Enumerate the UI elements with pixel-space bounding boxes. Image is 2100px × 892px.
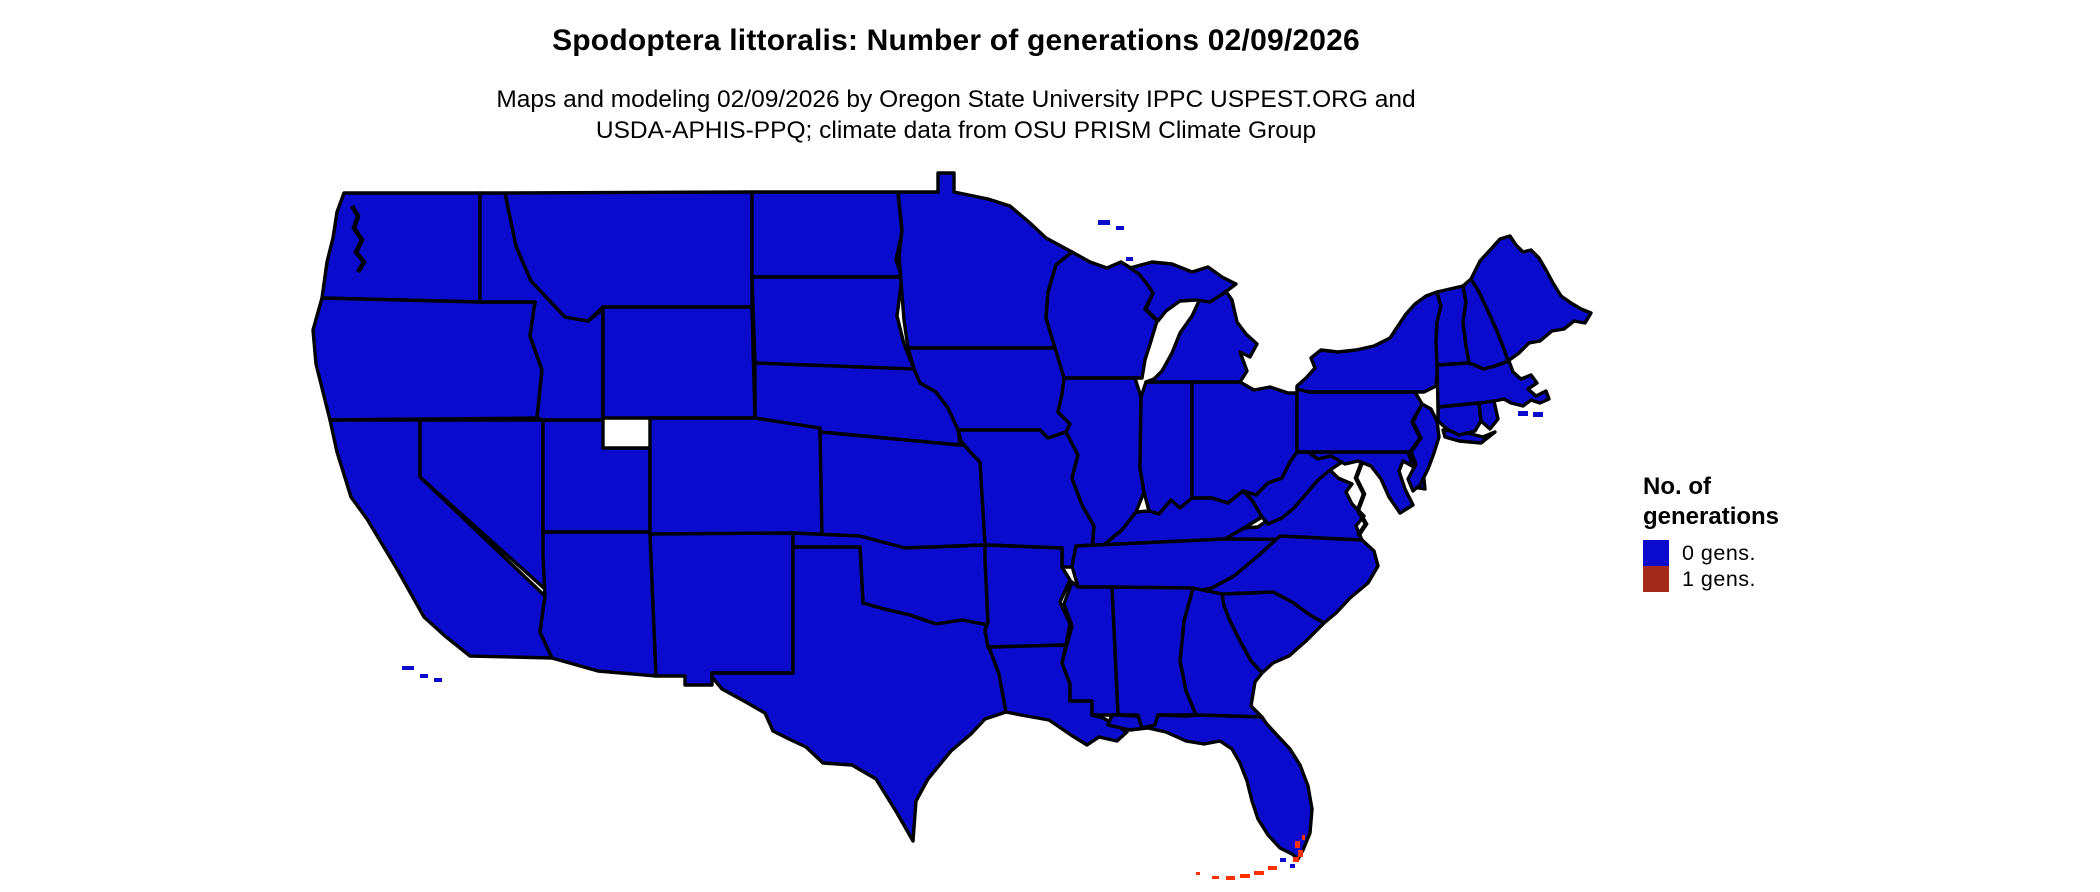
state-oregon <box>311 296 544 422</box>
legend-title-line-1: No. of <box>1643 473 1711 500</box>
legend-items: 0 gens. 1 gens. <box>1643 540 1903 592</box>
legend-title-line-2: generations <box>1643 503 1780 530</box>
state-michigan-lower <box>1144 284 1259 384</box>
state-mississippi <box>1060 580 1120 717</box>
island-speck-6 <box>1533 412 1543 417</box>
state-maine <box>1469 234 1593 363</box>
one-generation-area-7 <box>1212 876 1219 879</box>
figure-title: Spodoptera littoralis: Number of generat… <box>552 24 1360 57</box>
island-speck-9 <box>1098 220 1110 225</box>
state-florida <box>1106 713 1314 861</box>
one-generation-area-0 <box>1295 841 1300 848</box>
state-texas <box>710 545 1008 843</box>
legend-row-1: 1 gens. <box>1643 566 1903 592</box>
island-speck-2 <box>434 678 442 682</box>
state-washington <box>320 191 482 304</box>
island-speck-3 <box>350 198 355 202</box>
legend-row-0: 0 gens. <box>1643 540 1903 566</box>
state-pennsylvania <box>1295 386 1424 454</box>
state-maryland <box>1295 449 1415 515</box>
state-arkansas <box>983 543 1072 649</box>
state-indiana <box>1138 380 1194 516</box>
state-north-dakota <box>750 190 904 279</box>
legend: No. of generations 0 gens. 1 gens. <box>1643 472 1903 592</box>
one-generation-area-6 <box>1226 876 1235 880</box>
island-speck-11 <box>1126 257 1133 261</box>
state-new-york <box>1295 290 1443 394</box>
state-new-mexico <box>648 531 795 687</box>
island-speck-7 <box>1280 858 1286 862</box>
state-wyoming <box>601 305 757 420</box>
state-colorado <box>648 416 826 540</box>
subtitle-line-2: USDA-APHIS-PPQ; climate data from OSU PR… <box>595 117 1317 144</box>
island-speck-10 <box>1116 226 1124 230</box>
island-speck-13 <box>1352 560 1356 563</box>
legend-swatch-1 <box>1643 566 1669 592</box>
island-speck-8 <box>1290 864 1295 868</box>
figure-subtitle: Maps and modeling 02/09/2026 by Oregon S… <box>0 84 1912 146</box>
state-south-dakota <box>750 275 916 371</box>
subtitle-line-1: Maps and modeling 02/09/2026 by Oregon S… <box>496 86 1416 113</box>
state-arizona <box>538 530 658 678</box>
state-michigan-upper <box>1128 260 1238 323</box>
legend-swatch-0 <box>1643 540 1669 566</box>
legend-label-0: 0 gens. <box>1682 540 1757 565</box>
state-connecticut <box>1436 401 1483 437</box>
state-new-jersey <box>1406 402 1441 493</box>
one-generation-area-5 <box>1240 874 1250 878</box>
one-generation-area-2 <box>1293 857 1299 862</box>
island-speck-5 <box>1518 411 1528 416</box>
island-speck-12 <box>1341 430 1346 434</box>
state-rhode-island <box>1477 399 1500 431</box>
one-generation-area-8 <box>1196 872 1200 875</box>
state-kansas <box>818 430 987 550</box>
chesapeake-bay-outline <box>1353 461 1369 538</box>
one-generation-area-1 <box>1298 850 1303 857</box>
one-generation-area-3 <box>1268 866 1277 870</box>
island-speck-1 <box>420 674 428 678</box>
one-generation-area-9 <box>1302 835 1305 840</box>
state-utah <box>541 418 652 534</box>
island-speck-0 <box>402 666 414 670</box>
legend-label-1: 1 gens. <box>1682 566 1757 591</box>
one-generation-area-4 <box>1254 871 1264 875</box>
puget-sound-outline <box>350 204 367 274</box>
island-speck-4 <box>356 206 360 209</box>
legend-title: No. of generations <box>1643 472 1903 532</box>
